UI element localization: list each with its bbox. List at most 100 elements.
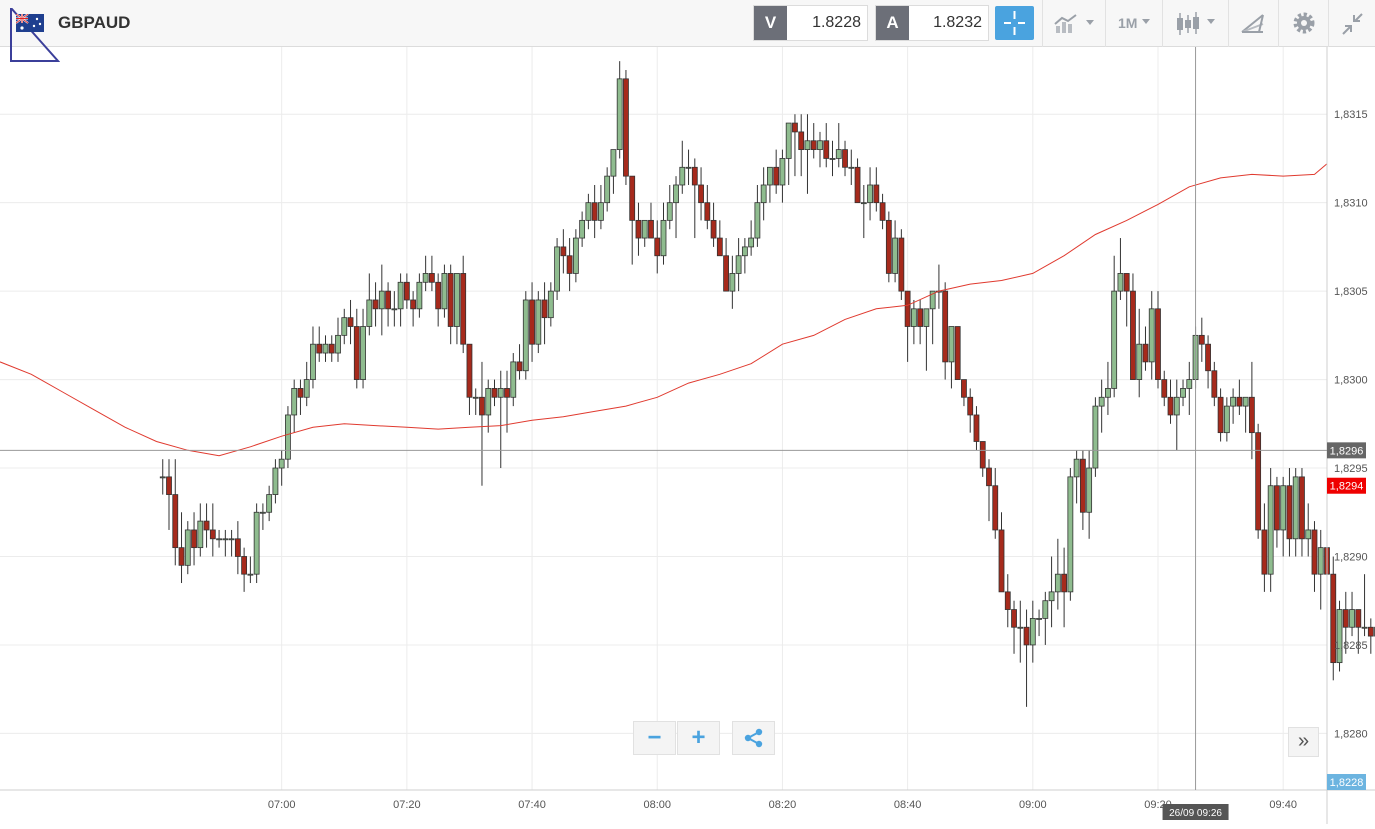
candle-body bbox=[1155, 309, 1160, 380]
candle-body bbox=[342, 318, 347, 336]
crosshair-button[interactable] bbox=[995, 6, 1034, 40]
candle-body bbox=[805, 141, 810, 150]
toolbar: GBPAUD V 1.8228 A 1.8232 1M bbox=[0, 0, 1375, 47]
candle-body bbox=[924, 309, 929, 327]
candle-body bbox=[1337, 610, 1342, 663]
candle-body bbox=[774, 167, 779, 185]
candle-body bbox=[1137, 344, 1142, 379]
candle-body bbox=[1212, 371, 1217, 398]
candle-body bbox=[1256, 433, 1261, 530]
candle-body bbox=[730, 273, 735, 291]
candle-body bbox=[1049, 592, 1054, 601]
zoom-in-button[interactable]: + bbox=[677, 721, 720, 755]
ask-tag: A bbox=[876, 6, 909, 40]
candle-body bbox=[448, 273, 453, 326]
candle-body bbox=[517, 362, 522, 371]
candle-body bbox=[204, 521, 209, 530]
candle-body bbox=[1199, 335, 1204, 344]
candle-body bbox=[1130, 291, 1135, 379]
share-icon bbox=[733, 722, 774, 754]
candle-body bbox=[874, 185, 879, 203]
price-chart[interactable]: 1,83151,83101,83051,83001,82951,82901,82… bbox=[0, 47, 1375, 824]
candle-body bbox=[248, 574, 253, 575]
drawing-tools-button[interactable] bbox=[1228, 0, 1278, 47]
candle-body bbox=[548, 291, 553, 318]
candle-body bbox=[354, 327, 359, 380]
candle-body bbox=[1055, 574, 1060, 592]
candle-body bbox=[260, 512, 265, 513]
zoom-out-button[interactable]: − bbox=[633, 721, 676, 755]
current-price-label: 1,8294 bbox=[1330, 481, 1364, 493]
candle-body bbox=[1174, 397, 1179, 415]
candle-body bbox=[868, 185, 873, 203]
candle-body bbox=[955, 327, 960, 380]
candle-body bbox=[530, 300, 535, 344]
candle-body bbox=[674, 185, 679, 203]
y-tick-label: 1,8280 bbox=[1334, 728, 1368, 740]
candle-body bbox=[285, 415, 290, 459]
share-button[interactable] bbox=[732, 721, 775, 755]
candle-body bbox=[536, 300, 541, 344]
candle-body bbox=[636, 220, 641, 238]
candle-body bbox=[811, 141, 816, 150]
candle-body bbox=[273, 468, 278, 495]
candle-body bbox=[642, 220, 647, 238]
candle-body bbox=[655, 238, 660, 256]
drawing-tools-icon bbox=[1229, 0, 1279, 47]
candle-body bbox=[780, 158, 785, 185]
candle-body bbox=[392, 309, 397, 310]
candle-body bbox=[279, 459, 284, 468]
settings-button[interactable] bbox=[1278, 0, 1328, 47]
candle-body bbox=[398, 282, 403, 309]
candle-body bbox=[417, 282, 422, 309]
bid-quote[interactable]: V 1.8228 bbox=[753, 5, 868, 41]
chart-type-button[interactable] bbox=[1162, 0, 1228, 47]
scroll-to-latest-button[interactable]: » bbox=[1288, 727, 1319, 757]
candle-body bbox=[880, 203, 885, 221]
indicators-button[interactable] bbox=[1042, 0, 1105, 47]
candle-body bbox=[830, 158, 835, 159]
candle-body bbox=[736, 256, 741, 274]
candle-body bbox=[1024, 627, 1029, 645]
candle-body bbox=[843, 150, 848, 168]
candle-body bbox=[717, 238, 722, 256]
timeframe-button[interactable]: 1M bbox=[1105, 0, 1162, 47]
ask-quote[interactable]: A 1.8232 bbox=[875, 5, 989, 41]
candle-body bbox=[436, 282, 441, 309]
candle-body bbox=[605, 176, 610, 203]
candle-body bbox=[379, 291, 384, 309]
candle-body bbox=[235, 539, 240, 557]
candle-body bbox=[361, 327, 366, 380]
indicators-icon bbox=[1043, 0, 1106, 47]
collapse-button[interactable] bbox=[1328, 0, 1375, 47]
candle-body bbox=[630, 176, 635, 220]
candle-body bbox=[1012, 610, 1017, 628]
candle-body bbox=[586, 203, 591, 221]
hover-price-label: 1,8296 bbox=[1330, 445, 1364, 457]
candle-body bbox=[724, 256, 729, 291]
candle-body bbox=[573, 238, 578, 273]
chart-grid bbox=[0, 47, 1327, 790]
candle-body bbox=[1162, 380, 1167, 398]
candle-body bbox=[479, 397, 484, 415]
y-tick-label: 1,8305 bbox=[1334, 286, 1368, 298]
candle-body bbox=[223, 539, 228, 540]
bid-tag: V bbox=[754, 6, 787, 40]
candle-body bbox=[1187, 380, 1192, 389]
candle-body bbox=[1350, 610, 1355, 628]
candle-body bbox=[974, 415, 979, 442]
x-tick-label: 09:40 bbox=[1269, 799, 1297, 811]
candle-body bbox=[367, 300, 372, 327]
candle-body bbox=[824, 141, 829, 159]
candle-body bbox=[411, 300, 416, 309]
candle-body bbox=[849, 167, 854, 168]
candle-body bbox=[767, 167, 772, 185]
candlestick-icon bbox=[1163, 0, 1229, 47]
candle-body bbox=[192, 530, 197, 548]
candle-body bbox=[505, 388, 510, 397]
candle-body bbox=[817, 141, 822, 150]
candle-body bbox=[404, 282, 409, 300]
candle-body bbox=[492, 388, 497, 397]
candle-body bbox=[267, 495, 272, 513]
